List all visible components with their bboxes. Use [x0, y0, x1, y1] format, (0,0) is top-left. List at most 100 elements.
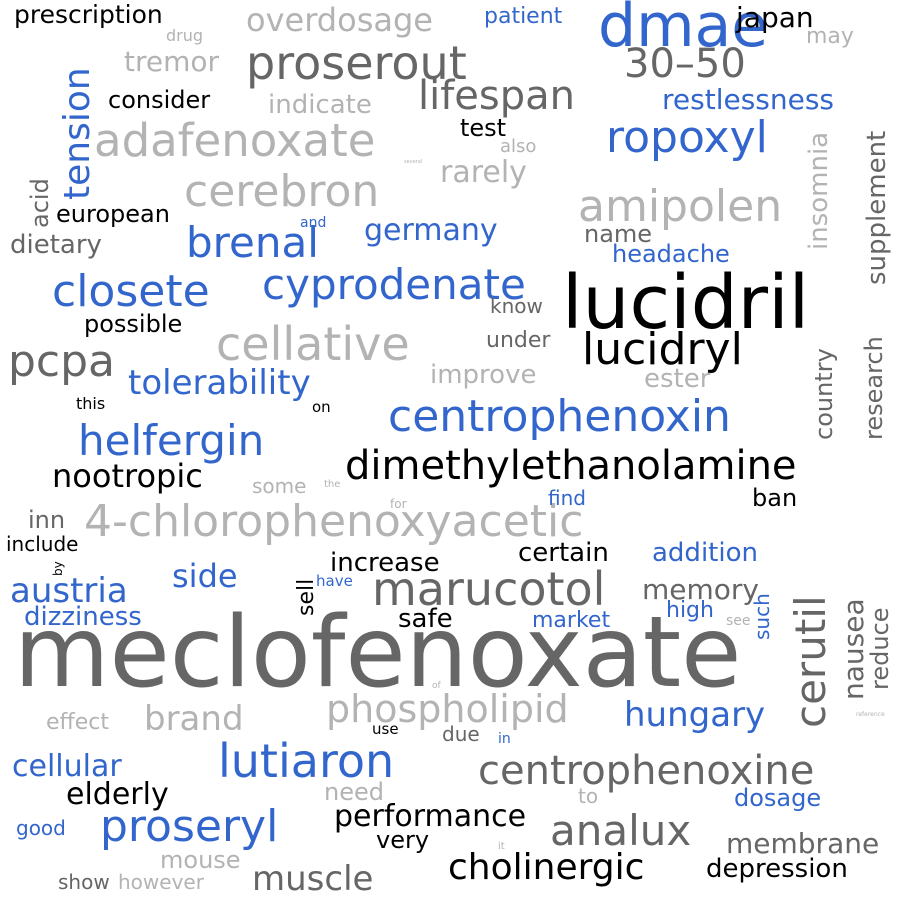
word: amipolen [578, 181, 783, 232]
word: ropoxyl [606, 112, 768, 163]
word: cerebron [184, 166, 380, 217]
word: depression [706, 854, 848, 884]
word: inn [28, 506, 66, 534]
word: cellative [216, 317, 410, 371]
word: on [312, 398, 331, 416]
word: dimethylethanolamine [345, 443, 797, 489]
word: germany [364, 213, 498, 248]
word: prescription [14, 0, 163, 29]
word: mouse [160, 846, 241, 874]
word: lifespan [418, 73, 576, 119]
word: pcpa [8, 336, 116, 387]
word: reduce [866, 607, 894, 690]
word: by [51, 561, 65, 576]
word: see [726, 613, 751, 629]
word: elderly [66, 777, 169, 812]
word: in [498, 731, 511, 747]
word: dietary [10, 230, 102, 260]
word: use [372, 720, 399, 738]
word: some [252, 474, 307, 498]
word: addition [652, 538, 758, 568]
word: european [56, 200, 170, 228]
word: consider [108, 86, 211, 114]
word: country [810, 348, 838, 440]
word: proserout [246, 36, 467, 90]
word: ester [644, 364, 711, 394]
word: analux [550, 806, 692, 855]
word: supplement [862, 130, 892, 285]
word: proseryl [100, 801, 279, 852]
word: cyprodenate [262, 260, 526, 309]
word: research [860, 336, 888, 440]
word: high [666, 598, 714, 623]
word: sell [294, 578, 319, 616]
word: indicate [268, 90, 372, 120]
word: tremor [124, 45, 220, 78]
word: adafenoxate [94, 114, 376, 167]
word: membrane [726, 827, 880, 860]
word: muscle [252, 859, 374, 899]
word: restlessness [662, 83, 835, 116]
word: this [76, 394, 106, 413]
word: cerutil [786, 595, 835, 728]
word: it [498, 841, 505, 852]
word: to [578, 784, 599, 808]
word: ban [752, 484, 798, 512]
word: patient [484, 4, 563, 29]
word: insomnia [804, 131, 834, 250]
word: also [500, 136, 537, 157]
word: very [376, 826, 430, 854]
word: cellular [12, 749, 122, 784]
word: phospholipid [326, 687, 569, 731]
word: lucidril [562, 260, 810, 346]
word: increase [330, 548, 440, 578]
word: cholinergic [448, 847, 645, 888]
word: however [118, 870, 204, 894]
word: memory [642, 573, 759, 606]
word: such [750, 593, 774, 640]
word: rarely [440, 155, 527, 190]
word: japan [736, 1, 814, 34]
word: brand [144, 699, 244, 739]
word: acid [26, 178, 54, 228]
word: dmae [598, 0, 769, 61]
word: include [6, 532, 79, 556]
word: test [460, 114, 507, 142]
word: hungary [624, 695, 766, 735]
word: brenal [186, 218, 319, 267]
word: name [584, 220, 653, 248]
word: lutiaron [218, 734, 395, 788]
word: effect [46, 710, 109, 735]
word: reference [856, 711, 885, 718]
word: helfergin [78, 416, 265, 465]
word: under [486, 328, 551, 353]
word: possible [84, 310, 183, 338]
word: good [16, 816, 66, 840]
word: 30–50 [624, 41, 746, 87]
word: market [532, 608, 611, 633]
word: safe [398, 604, 453, 634]
word: 4-chlorophenoxyacetic [84, 496, 584, 547]
word: several [404, 159, 423, 165]
word: find [548, 486, 586, 510]
word: dosage [734, 784, 822, 812]
word: due [442, 722, 480, 746]
word: headache [612, 240, 730, 268]
word: know [490, 294, 543, 318]
word: for [390, 497, 407, 511]
word: nootropic [52, 457, 203, 495]
word: may [806, 24, 854, 49]
word: centrophenoxine [478, 748, 815, 794]
word: austria [10, 571, 128, 611]
word: tolerability [128, 363, 311, 403]
word: marucotol [372, 562, 606, 616]
word: meclofenoxate [14, 596, 742, 710]
word: certain [518, 538, 609, 568]
word: overdosage [246, 1, 433, 39]
word: improve [430, 360, 537, 390]
word: side [172, 557, 238, 595]
word: show [58, 870, 110, 894]
word: have [316, 572, 353, 590]
word: dizziness [24, 602, 142, 632]
